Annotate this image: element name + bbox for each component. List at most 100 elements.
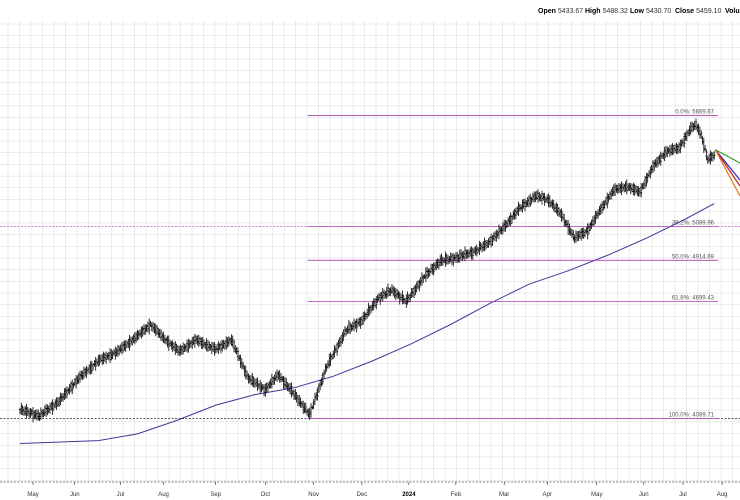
ohlc-bar (35, 409, 39, 421)
ohlc-bar (673, 143, 677, 153)
ohlc-bar (713, 151, 716, 160)
ohlc-bar (97, 354, 100, 367)
ohlc-bar (705, 149, 708, 161)
ohlc-bar (531, 192, 535, 203)
ohlc-bar (672, 145, 676, 155)
ohlc-bar (435, 259, 438, 271)
ohlc-bar (228, 337, 232, 345)
ohlc-bar (98, 354, 101, 366)
ohlc-bar (381, 287, 384, 302)
ohlc-bar (529, 193, 532, 207)
ohlc-bar (150, 321, 154, 332)
ohlc-bar (255, 378, 258, 387)
ohlc-bar (172, 342, 176, 351)
ohlc-bar (701, 135, 704, 145)
ohlc-bar (334, 346, 338, 354)
ohlc-bar (309, 403, 313, 418)
ohlc-bar (471, 247, 475, 260)
ohlc-bar (218, 343, 221, 351)
ohlc-bar (355, 318, 358, 333)
ohlc-bar (322, 369, 326, 379)
ohlc-bar (114, 346, 117, 360)
fan-line (714, 149, 740, 164)
ohlc-bar (425, 266, 429, 280)
ohlc-bar (667, 147, 670, 155)
ohlc-bar (504, 220, 507, 232)
ohlc-bar (243, 365, 246, 377)
ohlc-bar (399, 293, 403, 301)
ohlc-bar (170, 340, 173, 350)
ohlc-bar (653, 160, 656, 172)
fan-line (714, 149, 740, 197)
ohlc-bar (183, 343, 186, 353)
ohlc-bar (671, 143, 674, 156)
ohlc-bar (211, 341, 215, 352)
ohlc-bar (561, 212, 565, 221)
ohlc-bar (185, 339, 189, 353)
ohlc-bar (656, 156, 660, 167)
ohlc-bar (65, 386, 69, 399)
ohlc-bar (227, 336, 230, 347)
ohlc-bar (44, 403, 48, 417)
ohlc-bar (164, 337, 168, 345)
ohlc-bar (432, 262, 435, 276)
ohlc-bar (604, 196, 608, 206)
ohlc-bar (128, 334, 131, 351)
ohlc-bar (692, 123, 695, 132)
ohlc-bar (209, 343, 212, 351)
moving-average-line (19, 203, 715, 444)
ohlc-bar (440, 253, 443, 266)
ohlc-bar (360, 315, 364, 326)
ohlc-bar (151, 321, 155, 333)
ohlc-bar (163, 334, 167, 344)
ohlc-bar (291, 389, 294, 396)
ohlc-bar (446, 255, 450, 265)
x-tick-label: May (591, 492, 602, 498)
ohlc-bar (191, 336, 194, 350)
ohlc-bar (676, 144, 679, 154)
ohlc-bar (576, 230, 579, 242)
ohlc-bar (556, 204, 559, 217)
ohlc-bar (347, 319, 351, 334)
ohlc-bar (596, 209, 600, 219)
ohlc-bar (645, 173, 648, 187)
ohlc-bar (650, 164, 653, 174)
ohlc-bar (469, 247, 472, 257)
ohlc-bar (489, 233, 493, 248)
ohlc-bar (91, 362, 95, 371)
close-label: Close (675, 8, 695, 15)
ohlc-bar (274, 371, 277, 381)
ohlc-bar (43, 405, 46, 417)
ohlc-bar (694, 118, 698, 131)
ohlc-bar (639, 182, 643, 198)
ohlc-bar (71, 379, 74, 395)
ohlc-bar (117, 345, 121, 356)
x-tick-label: Mar (499, 492, 509, 498)
ohlc-bar (131, 336, 134, 346)
x-axis: May Jun Jul Aug Sep Oct Nov Dec 2024 Feb Mar Apr May… (0, 481, 740, 498)
ohlc-bar (707, 153, 711, 163)
ohlc-bar (320, 377, 323, 387)
ohlc-bar (273, 374, 276, 385)
ohlc-bar (341, 332, 344, 344)
ohlc-bar (121, 341, 125, 353)
ohlc-bar (31, 406, 35, 423)
ohlc-bar (81, 370, 84, 381)
ohlc-bar (669, 144, 673, 156)
ohlc-bar (290, 382, 293, 398)
grid (0, 20, 740, 482)
ohlc-bar (452, 253, 455, 267)
ohlc-bar (264, 383, 267, 397)
open-label: Open (538, 8, 556, 15)
price-bars (18, 118, 716, 423)
projection-fan (714, 149, 740, 197)
ohlc-bar (315, 391, 318, 401)
ohlc-bar (256, 377, 259, 391)
fib-level-label: 100.0%: 4089.71 (669, 413, 715, 419)
ohlc-bar (423, 274, 426, 279)
ohlc-bar (642, 181, 645, 190)
ohlc-bar (120, 342, 123, 355)
fib-level-label: 0.0%: 5669.67 (675, 109, 714, 115)
ohlc-bar (236, 347, 240, 362)
